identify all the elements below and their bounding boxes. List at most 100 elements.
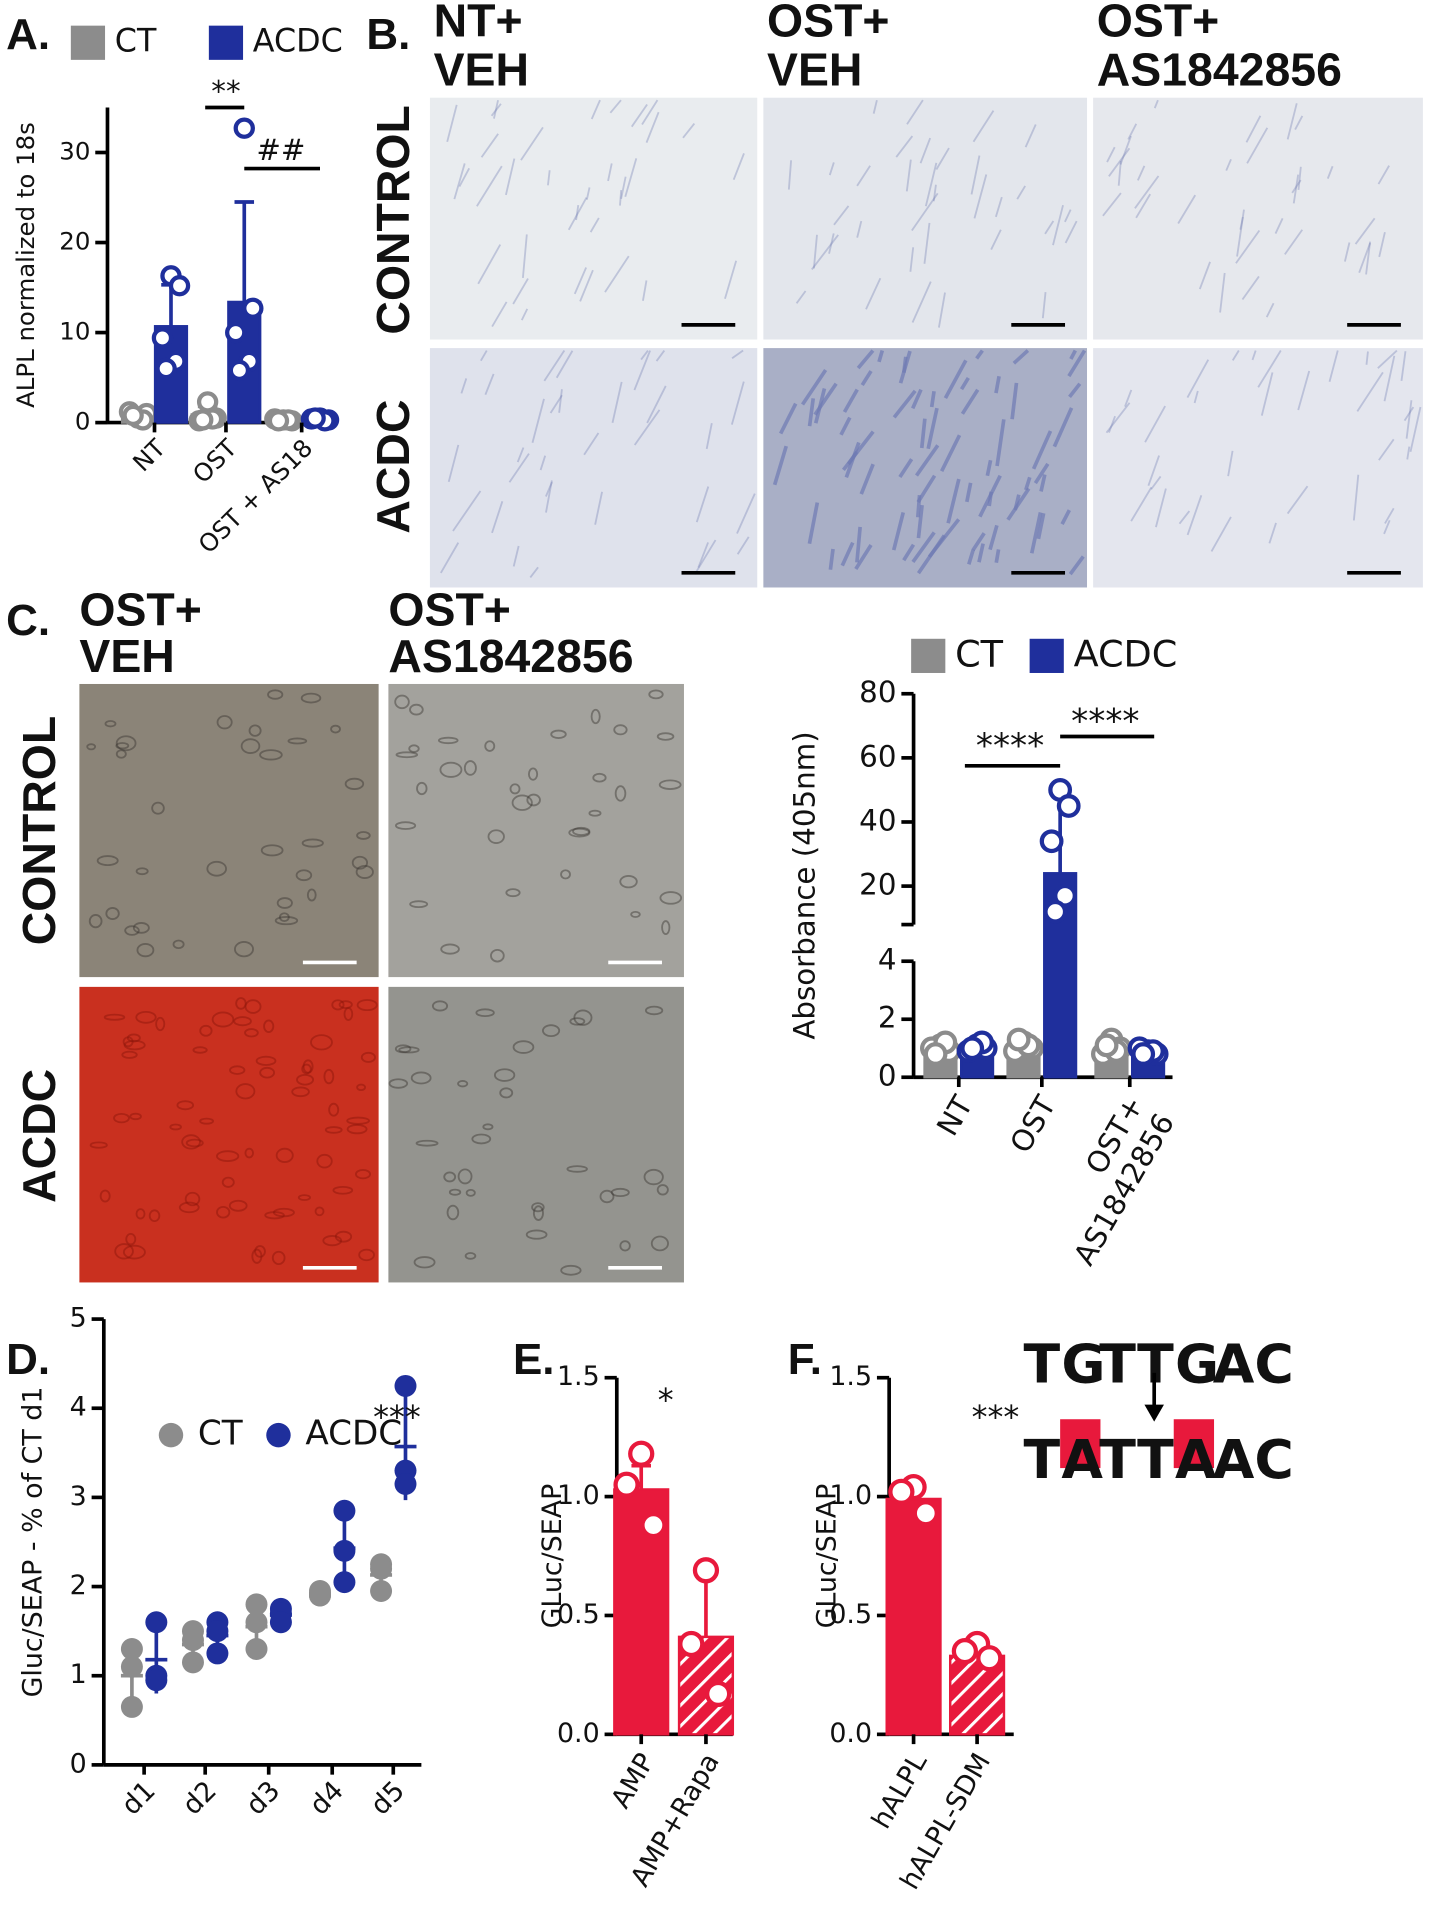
streak <box>1257 350 1282 388</box>
micrograph <box>388 986 684 1283</box>
cell <box>276 897 293 909</box>
cell <box>259 1066 275 1079</box>
legend-swatch <box>1029 638 1064 673</box>
streak <box>1260 372 1274 416</box>
streak <box>1068 382 1082 399</box>
significance: **** <box>976 726 1044 766</box>
y-tick-label: 0.0 <box>829 1718 872 1749</box>
cell <box>295 869 313 882</box>
streak <box>1365 241 1372 275</box>
streak <box>1326 165 1334 179</box>
cell <box>135 867 149 876</box>
cell <box>590 708 601 725</box>
cell <box>199 1024 213 1037</box>
cell <box>532 1205 544 1221</box>
cell <box>661 920 671 935</box>
cell <box>542 1024 561 1038</box>
streak <box>919 137 932 164</box>
streak <box>547 170 551 186</box>
cell <box>354 1169 372 1180</box>
cell <box>619 875 638 889</box>
data-point <box>145 1611 168 1634</box>
cell <box>169 1123 182 1131</box>
cell <box>267 689 284 700</box>
streak <box>1052 204 1064 246</box>
streak <box>833 205 850 226</box>
streak <box>1052 407 1074 448</box>
streak <box>512 278 529 305</box>
cell <box>448 1188 462 1196</box>
cell <box>322 1235 343 1247</box>
highlight-box <box>1173 1419 1215 1469</box>
legend-label: ACDC <box>305 1414 402 1454</box>
streak <box>813 382 838 416</box>
data-point <box>1006 1027 1031 1052</box>
streak <box>477 244 502 285</box>
streak <box>977 543 985 563</box>
streak <box>978 474 1002 518</box>
streak <box>594 491 603 525</box>
streak <box>1383 355 1396 402</box>
y-tick-label: 4 <box>70 1392 87 1423</box>
streak <box>567 197 588 231</box>
cell <box>121 1050 138 1059</box>
streak <box>1284 229 1304 255</box>
cell <box>235 1083 256 1100</box>
cell <box>129 1112 142 1121</box>
cell <box>185 1138 204 1148</box>
streak <box>724 260 738 300</box>
streak <box>1069 349 1077 360</box>
streak <box>736 536 750 555</box>
cell <box>440 943 460 955</box>
cell <box>610 1187 630 1198</box>
data-point <box>120 1637 143 1660</box>
streak <box>985 459 993 477</box>
streak <box>609 99 622 114</box>
data-point <box>309 1584 331 1607</box>
micrograph <box>79 683 379 978</box>
streak <box>1384 507 1395 524</box>
cell <box>155 1016 166 1032</box>
streak <box>1409 406 1422 452</box>
column-header: OST+ <box>1097 0 1220 47</box>
streak <box>1060 509 1071 525</box>
streak <box>480 133 499 158</box>
streak <box>1378 438 1395 461</box>
cell <box>228 1199 248 1212</box>
streak <box>911 531 936 564</box>
streak <box>1239 216 1244 230</box>
cell <box>464 1252 477 1260</box>
data-point <box>228 359 251 382</box>
cell <box>248 724 262 737</box>
sequence-letters: TT <box>1099 1333 1174 1396</box>
streak <box>994 196 1003 218</box>
streak <box>970 155 981 195</box>
streak <box>491 301 508 328</box>
streak <box>1012 349 1030 365</box>
bar <box>885 1497 942 1736</box>
streak <box>946 478 961 524</box>
streak <box>859 463 875 495</box>
streak <box>902 356 908 373</box>
streak <box>512 545 520 567</box>
streak <box>916 474 937 504</box>
y-axis-label: Absorbance (405nm) <box>788 731 822 1039</box>
streak <box>990 229 1002 250</box>
data-point <box>370 1557 393 1580</box>
streak <box>1286 103 1298 140</box>
cell <box>125 1232 137 1246</box>
sequence-letters: A <box>1175 1428 1217 1491</box>
y-tick-label: 30 <box>59 137 90 166</box>
streak <box>543 350 566 382</box>
cell <box>254 1245 266 1258</box>
streak <box>1010 382 1019 420</box>
streak <box>508 453 530 483</box>
cell <box>287 737 308 745</box>
cell <box>338 1000 353 1009</box>
cell <box>395 821 417 830</box>
cell <box>271 1250 286 1266</box>
streak <box>624 158 638 198</box>
y-tick-label: 0.5 <box>557 1599 600 1630</box>
cell <box>206 860 227 877</box>
cell <box>351 855 369 870</box>
